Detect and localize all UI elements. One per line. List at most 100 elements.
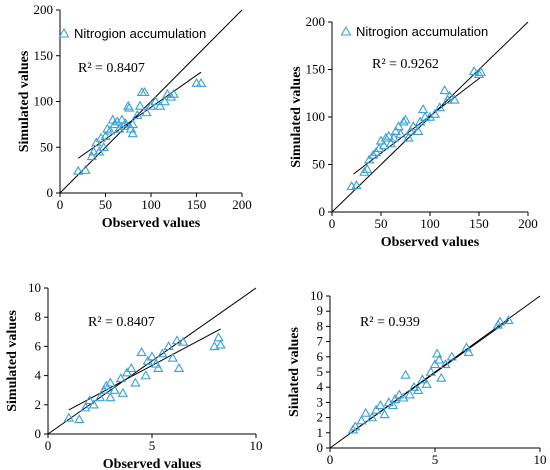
data-point-marker bbox=[400, 114, 411, 124]
y-tick-label: 0 bbox=[47, 185, 54, 200]
y-tick-label: 10 bbox=[310, 288, 323, 303]
data-point-marker bbox=[434, 354, 445, 364]
data-point-marker bbox=[417, 374, 428, 384]
data-point-marker bbox=[404, 389, 415, 399]
data-point-marker bbox=[80, 164, 91, 174]
data-point-marker bbox=[109, 119, 120, 129]
y-tick-label: 50 bbox=[40, 139, 53, 154]
y-tick-label: 4 bbox=[35, 368, 42, 383]
x-tick-label: 0 bbox=[45, 438, 52, 453]
x-axis-title: Observed values bbox=[103, 457, 202, 470]
data-point-marker bbox=[98, 141, 109, 151]
r-squared-label: R² = 0.8407 bbox=[78, 61, 145, 76]
legend-marker bbox=[58, 27, 70, 38]
data-point-marker bbox=[371, 404, 382, 414]
data-point-marker bbox=[359, 166, 370, 176]
data-point-marker bbox=[415, 116, 426, 126]
chart-panel-1: 0 50 100 150 200 0 50 100 150 200 Observed values S… bbox=[17, 2, 252, 231]
x-tick-label: 150 bbox=[469, 216, 489, 231]
data-point-marker bbox=[440, 359, 451, 369]
y-axis-title: Simulated values bbox=[5, 310, 20, 412]
y-axis-title: Simulated values bbox=[289, 66, 304, 168]
data-point-marker bbox=[105, 392, 116, 402]
data-point-marker bbox=[159, 96, 170, 106]
data-point-marker bbox=[379, 409, 390, 419]
chart-panel-3: 0 5 10 0 2 4 6 8 10 Observed values Simulated valu… bbox=[5, 280, 263, 470]
data-point-marker bbox=[63, 412, 74, 422]
data-point-marker bbox=[389, 394, 401, 404]
data-point-marker bbox=[114, 123, 125, 133]
data-point-marker bbox=[154, 100, 166, 110]
y-tick-label: 150 bbox=[34, 48, 54, 63]
x-tick-label: 200 bbox=[518, 216, 538, 231]
data-point-marker bbox=[350, 421, 361, 431]
data-point-marker bbox=[387, 400, 399, 410]
data-point-marker bbox=[112, 116, 123, 126]
x-axis-title: Observed values bbox=[102, 216, 201, 231]
data-point-marker bbox=[403, 132, 414, 142]
y-tick-label: 2 bbox=[35, 397, 42, 412]
data-point-marker bbox=[213, 332, 224, 342]
data-point-marker bbox=[120, 118, 131, 128]
data-point-marker bbox=[398, 116, 409, 126]
data-point-marker bbox=[142, 355, 153, 365]
data-point-marker bbox=[101, 380, 112, 390]
data-point-marker bbox=[385, 138, 396, 148]
data-point-marker bbox=[86, 151, 97, 161]
data-point-marker bbox=[136, 346, 147, 356]
x-tick-label: 50 bbox=[99, 197, 112, 212]
data-point-marker bbox=[400, 369, 411, 379]
data-point-marker bbox=[446, 351, 457, 361]
x-tick-label: 0 bbox=[329, 216, 336, 231]
y-tick-label: 10 bbox=[28, 280, 41, 295]
data-point-marker bbox=[421, 378, 432, 388]
data-point-marker bbox=[366, 412, 378, 422]
y-tick-label: 50 bbox=[312, 157, 325, 172]
y-tick-label: 3 bbox=[317, 394, 324, 409]
x-tick-label: 100 bbox=[420, 216, 440, 231]
x-tick-label: 50 bbox=[375, 216, 388, 231]
data-point-marker bbox=[463, 346, 474, 356]
data-point-marker bbox=[126, 362, 137, 373]
y-tick-label: 2 bbox=[317, 410, 324, 425]
data-point-marker bbox=[74, 414, 85, 424]
legend-label: Nitrogion accumulation bbox=[74, 26, 206, 41]
regression-line bbox=[353, 76, 482, 175]
r-squared-label: R² = 0.9262 bbox=[372, 57, 439, 72]
data-point-marker bbox=[195, 77, 207, 87]
data-point-marker bbox=[173, 362, 185, 373]
y-tick-label: 8 bbox=[317, 318, 324, 333]
data-point-marker bbox=[413, 384, 424, 394]
data-point-marker bbox=[165, 91, 177, 101]
data-point-marker bbox=[127, 128, 138, 138]
data-point-marker bbox=[378, 140, 390, 150]
data-point-marker bbox=[141, 107, 152, 117]
data-point-marker bbox=[429, 108, 441, 118]
y-axis-title: Simulated values bbox=[17, 50, 32, 152]
r-squared-label: R² = 0.8407 bbox=[88, 315, 155, 330]
y-tick-label: 5 bbox=[317, 364, 324, 379]
data-point-marker bbox=[115, 373, 126, 383]
x-axis-title: Observed values bbox=[381, 235, 480, 250]
data-point-marker bbox=[408, 121, 419, 131]
data-point-marker bbox=[162, 88, 173, 98]
data-point-marker bbox=[436, 372, 447, 382]
data-point-marker bbox=[468, 66, 480, 76]
data-point-marker bbox=[356, 415, 367, 425]
data-point-marker bbox=[373, 143, 385, 153]
data-point-marker bbox=[84, 395, 95, 405]
data-point-marker bbox=[395, 128, 406, 138]
data-point-marker bbox=[140, 370, 151, 380]
data-point-marker bbox=[100, 130, 111, 140]
data-point-marker bbox=[394, 389, 405, 399]
y-tick-label: 6 bbox=[317, 349, 324, 364]
data-point-marker bbox=[475, 67, 487, 77]
data-point-marker bbox=[80, 402, 91, 412]
data-point-marker bbox=[390, 125, 401, 135]
x-tick-label: 100 bbox=[141, 197, 161, 212]
y-axis-title: Siulated values bbox=[287, 327, 302, 417]
data-point-marker bbox=[503, 315, 514, 325]
y-tick-label: 8 bbox=[35, 309, 42, 324]
y-tick-label: 0 bbox=[317, 440, 324, 455]
regression-line bbox=[68, 328, 221, 411]
